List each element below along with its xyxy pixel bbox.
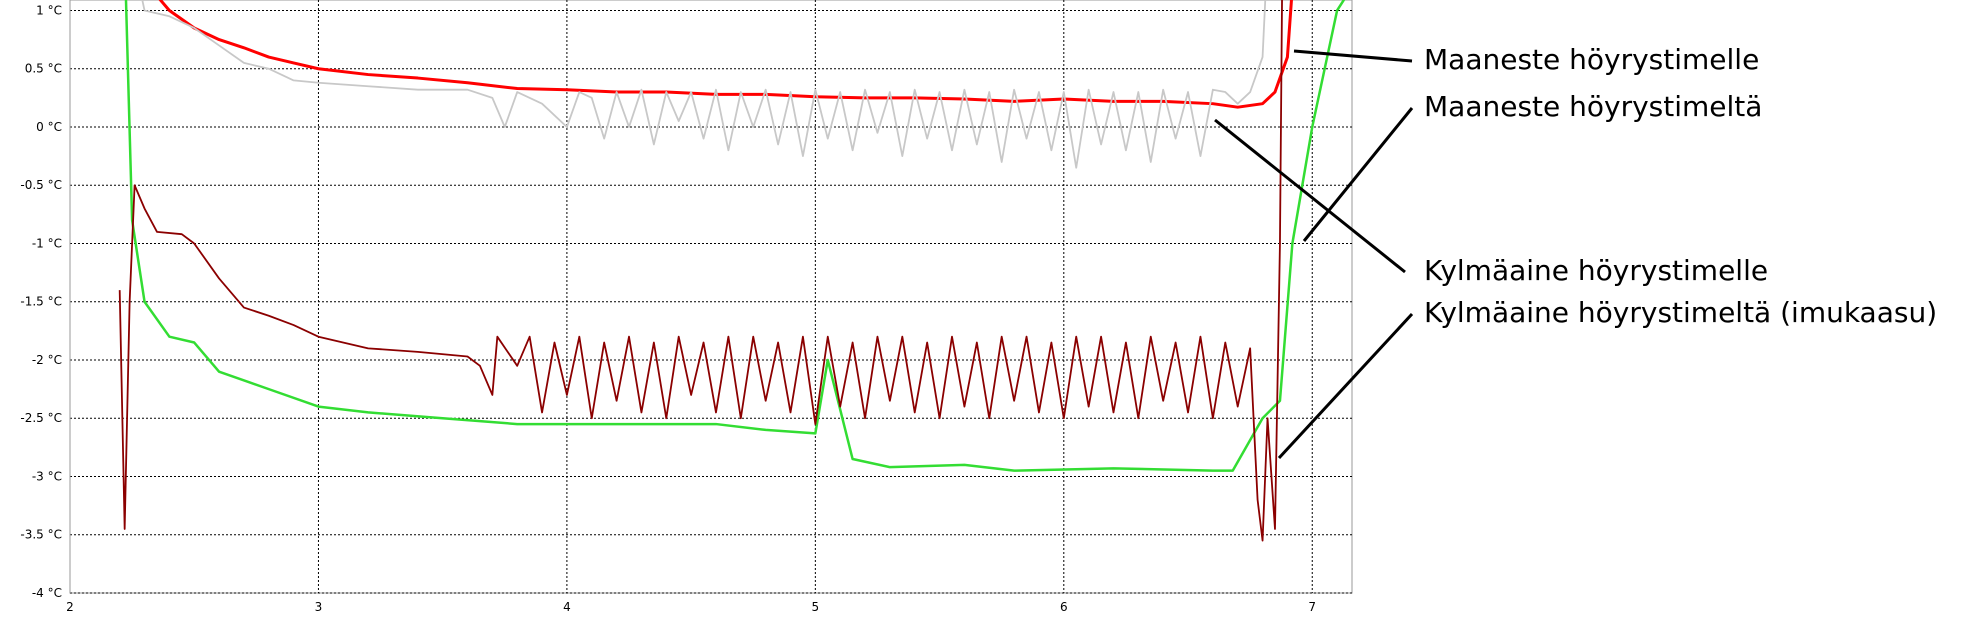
y-tick-label: 1 °C <box>36 3 62 17</box>
series-line <box>118 0 1283 542</box>
plot-area <box>69 0 1353 594</box>
series-label: Kylmäaine höyrystimeltä (imukaasu) <box>1424 296 1937 329</box>
y-tick-label: 0 °C <box>36 120 62 134</box>
ticks: 1 °C 0.5 °C 0 °C -0.5 °C -1 °C -1.5 °C -2 °C -2… <box>20 3 1316 614</box>
y-tick-label: -3.5 °C <box>20 528 62 542</box>
x-tick-label: 2 <box>66 600 74 614</box>
series-line <box>158 0 1293 109</box>
series-label: Maaneste höyrystimelle <box>1424 43 1759 76</box>
leader-line <box>1214 118 1406 274</box>
grid <box>69 0 1352 594</box>
y-tick-label: -4 °C <box>32 586 62 600</box>
y-tick-label: -2.5 °C <box>20 411 62 425</box>
x-tick-label: 5 <box>812 600 820 614</box>
lines <box>118 0 1346 542</box>
leader-lines <box>1214 49 1414 460</box>
leader-line <box>1277 312 1414 460</box>
leader-line <box>1293 49 1413 63</box>
x-tick-label: 4 <box>563 600 571 614</box>
y-tick-label: -3 °C <box>32 469 62 483</box>
series-label: Kylmäaine höyrystimelle <box>1424 254 1768 287</box>
y-tick-label: -1 °C <box>32 236 62 250</box>
y-tick-label: -1.5 °C <box>20 295 62 309</box>
y-tick-label: -2 °C <box>32 353 62 367</box>
leader-line <box>1302 107 1414 242</box>
x-tick-label: 7 <box>1308 600 1316 614</box>
y-tick-label: 0.5 °C <box>25 62 62 76</box>
y-tick-label: -0.5 °C <box>20 178 62 192</box>
x-tick-label: 6 <box>1060 600 1068 614</box>
series-line <box>141 0 1267 169</box>
series-line <box>124 0 1346 472</box>
x-tick-label: 3 <box>315 600 323 614</box>
series-label: Maaneste höyrystimeltä <box>1424 90 1762 123</box>
